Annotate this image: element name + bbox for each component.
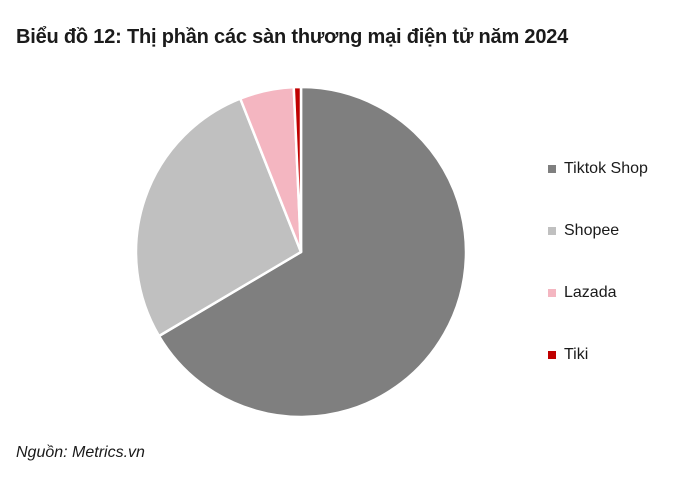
legend-label-tiktok-shop: Tiktok Shop xyxy=(564,160,648,177)
legend-item-shopee: Shopee xyxy=(548,220,619,242)
legend-item-tiktok-shop: Tiktok Shop xyxy=(548,158,648,180)
legend-label-tiki: Tiki xyxy=(564,346,589,363)
pie-slice-tiktok-shop xyxy=(157,85,468,419)
pie-slices xyxy=(134,85,468,419)
legend-swatch-tiki xyxy=(548,351,556,359)
legend-swatch-lazada xyxy=(548,289,556,297)
legend-label-shopee: Shopee xyxy=(564,222,620,239)
legend-item-lazada: Lazada xyxy=(548,282,617,304)
pie-slice-tiki xyxy=(292,85,303,254)
chart-title: Biểu đồ 12: Thị phần các sàn thương mại … xyxy=(16,26,569,48)
legend-swatch-shopee xyxy=(548,227,556,235)
legend-label-lazada: Lazada xyxy=(564,284,617,301)
legend-item-tiki: Tiki xyxy=(548,344,588,366)
source-note: Nguồn: Metrics.vn xyxy=(16,444,145,461)
legend-swatch-tiktok-shop xyxy=(548,165,556,173)
pie-slice-shopee xyxy=(134,97,303,338)
